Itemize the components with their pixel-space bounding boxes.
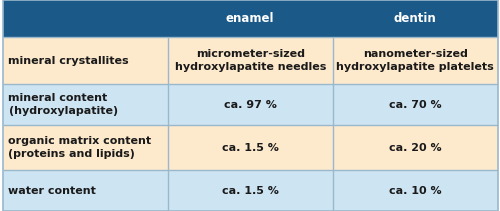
Text: enamel: enamel	[226, 12, 274, 25]
FancyBboxPatch shape	[2, 125, 498, 170]
Text: ca. 1.5 %: ca. 1.5 %	[222, 143, 278, 153]
Text: ca. 70 %: ca. 70 %	[389, 100, 442, 110]
FancyBboxPatch shape	[2, 37, 498, 84]
Text: mineral content
(hydroxylapatite): mineral content (hydroxylapatite)	[8, 93, 117, 116]
Text: dentin: dentin	[394, 12, 436, 25]
Text: micrometer-sized
hydroxylapatite needles: micrometer-sized hydroxylapatite needles	[174, 49, 326, 72]
Text: ca. 97 %: ca. 97 %	[224, 100, 276, 110]
Text: ca. 20 %: ca. 20 %	[389, 143, 442, 153]
Text: water content: water content	[8, 185, 96, 196]
FancyBboxPatch shape	[2, 0, 498, 37]
Text: ca. 10 %: ca. 10 %	[389, 185, 442, 196]
Text: mineral crystallites: mineral crystallites	[8, 55, 129, 66]
Text: nanometer-sized
hydroxylapatite platelets: nanometer-sized hydroxylapatite platelet…	[336, 49, 494, 72]
FancyBboxPatch shape	[2, 84, 498, 125]
FancyBboxPatch shape	[2, 170, 498, 211]
Text: organic matrix content
(proteins and lipids): organic matrix content (proteins and lip…	[8, 136, 152, 159]
Text: ca. 1.5 %: ca. 1.5 %	[222, 185, 278, 196]
